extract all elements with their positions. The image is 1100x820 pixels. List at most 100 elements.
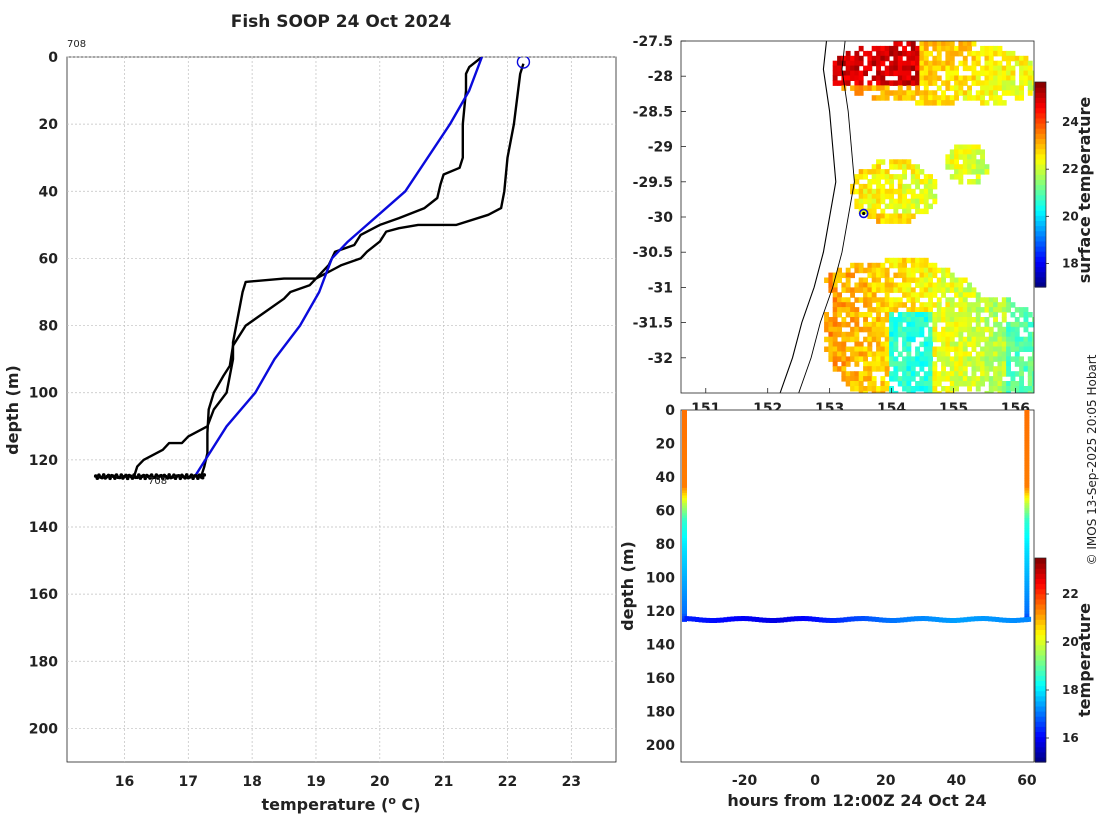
section-bottom-segment [797, 616, 802, 622]
map-sst-cell [967, 65, 972, 72]
section-y-tick-label: 80 [656, 537, 676, 553]
map-sst-cell [928, 80, 933, 86]
map-y-tick-label: -28 [648, 69, 673, 85]
section-colorbar-segment [1035, 568, 1046, 574]
map-sst-cell [854, 361, 860, 367]
map-sst-cell [884, 65, 890, 72]
section-bottom-segment [794, 616, 799, 622]
profile-y-tick-label: 40 [39, 184, 59, 200]
map-sst-cell [958, 277, 964, 283]
section-bottom-segment [963, 617, 968, 623]
map-sst-cell [945, 361, 951, 367]
map-sst-cell [928, 41, 933, 47]
map-sst-cell [858, 341, 864, 348]
profile-y-tick-label: 140 [29, 520, 58, 536]
map-sst-cell [880, 351, 886, 357]
profile-bottom-dot [125, 476, 130, 481]
map-sst-cell [884, 282, 890, 288]
section-colorbar-segment [1035, 670, 1046, 676]
map-sst-cell [850, 60, 855, 67]
section-colorbar-segment [1035, 736, 1046, 743]
section-vertical-segment [1024, 480, 1030, 484]
map-sst-cell [884, 80, 890, 86]
map-sst-cell [932, 198, 938, 205]
map-sst-cell [1014, 326, 1020, 333]
map-sst-cell [871, 331, 877, 338]
profile-annotation-top: 708 [67, 39, 86, 50]
profile-bottom-dot [178, 476, 183, 481]
map-sst-cell [923, 198, 929, 205]
map-sst-cell [1014, 317, 1020, 323]
map-sst-cell [1001, 65, 1007, 72]
map-sst-cell [863, 312, 868, 318]
map-sst-cell [949, 282, 955, 288]
map-sst-cell [984, 302, 990, 308]
map-sst-cell [1010, 302, 1016, 308]
map-sst-cell [1032, 386, 1034, 392]
map-sst-cell [945, 50, 951, 57]
map-sst-cell [902, 257, 907, 264]
map-sst-cell [997, 331, 1003, 338]
section-bottom-segment [1012, 618, 1017, 623]
map-sst-cell [876, 341, 881, 348]
map-sst-cell [988, 55, 994, 62]
map-sst-cell [897, 90, 903, 96]
map-sst-cell [906, 183, 912, 190]
section-vertical-segment [682, 498, 687, 502]
map-sst-cell [863, 65, 868, 72]
map-sst-cell [919, 41, 925, 47]
map-sst-cell [945, 341, 951, 348]
map-sst-cell [884, 341, 890, 348]
map-sst-cell [949, 336, 955, 343]
map-sst-cell [1019, 60, 1024, 67]
section-vertical-segment [1024, 505, 1030, 509]
section-bottom-segment [709, 618, 714, 623]
section-vertical-segment [682, 412, 687, 416]
map-sst-cell [984, 390, 990, 393]
map-sst-cell [893, 60, 899, 67]
map-colorbar-segment [1035, 271, 1046, 278]
map-sst-cell [910, 193, 916, 200]
map-colorbar-segment [1035, 112, 1046, 119]
map-sst-cell [980, 346, 985, 352]
map-sst-cell [880, 376, 886, 382]
map-sst-cell [871, 208, 877, 215]
section-vertical-segment [1024, 487, 1030, 492]
map-sst-cell [984, 351, 990, 357]
map-sst-cell [971, 381, 977, 387]
map-sst-cell [988, 390, 994, 393]
map-sst-cell [858, 262, 864, 269]
profile-x-label: temperature (o C) [261, 794, 420, 814]
map-sst-cell [880, 346, 886, 352]
map-sst-cell [1019, 90, 1024, 96]
map-sst-cell [962, 80, 968, 86]
map-sst-cell [863, 292, 868, 298]
section-vertical-segment [1024, 588, 1030, 592]
map-sst-cell [919, 326, 925, 333]
section-colorbar-segment [1035, 695, 1046, 702]
map-sst-cell [1001, 381, 1007, 387]
map-sst-cell [1006, 50, 1011, 57]
map-sst-cell [958, 154, 964, 160]
map-sst-cell [936, 307, 942, 313]
section-vertical-segment [682, 591, 687, 595]
map-sst-cell [993, 336, 998, 343]
map-sst-cell [867, 169, 873, 175]
map-sst-cell [858, 312, 864, 318]
map-sst-cell [980, 366, 985, 372]
map-sst-cell [880, 70, 886, 77]
map-sst-cell [850, 346, 855, 352]
map-sst-cell [832, 292, 838, 298]
map-sst-cell [871, 297, 877, 303]
section-vertical-segment [682, 495, 687, 499]
map-sst-cell [884, 90, 890, 96]
map-sst-cell [1006, 386, 1011, 392]
profile-grid [67, 56, 616, 762]
map-sst-cell [902, 183, 907, 190]
map-sst-cell [910, 179, 916, 185]
map-sst-cell [893, 262, 899, 269]
section-bottom-segment [949, 618, 954, 623]
map-sst-cell [980, 351, 985, 357]
map-sst-cell [936, 346, 942, 352]
map-sst-cell [958, 60, 964, 67]
